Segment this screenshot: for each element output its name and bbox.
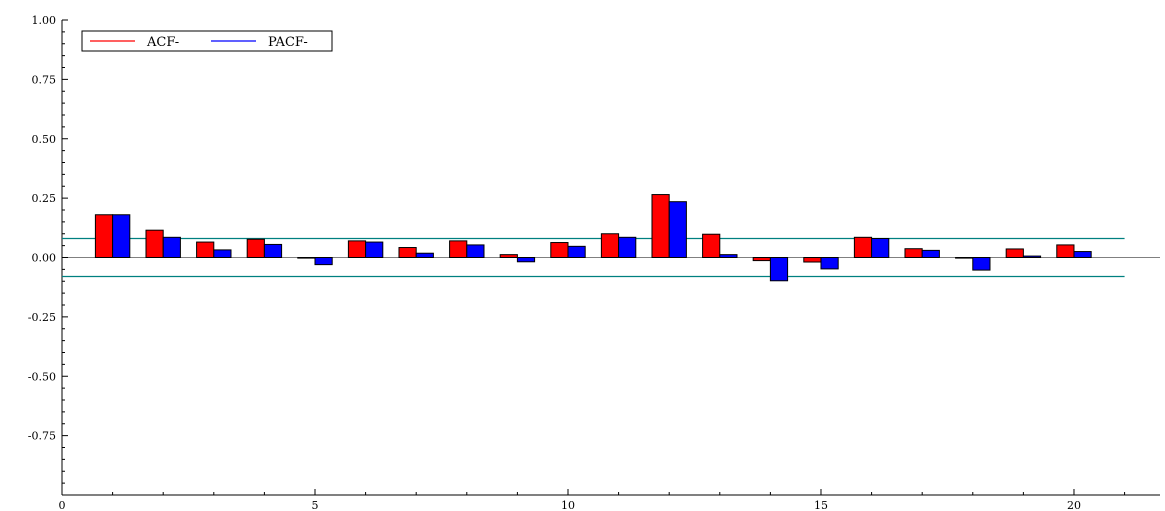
confidence-bands [62, 237, 1125, 278]
acf-bar-lag-4 [246, 238, 265, 258]
acf-bar-lag-6 [347, 240, 367, 258]
pacf-bar-lag-17 [921, 249, 940, 258]
pacf-bar-lag-18 [972, 257, 991, 271]
acf-bar-lag-15 [803, 257, 822, 263]
legend-label-acf: ACF- [146, 35, 179, 50]
y-tick-label: 1.00 [32, 14, 57, 27]
acf-bar-lag-13 [702, 233, 721, 259]
acf-bar-lag-8 [449, 240, 468, 258]
acf-bar-lag-16 [853, 236, 873, 258]
acf-bar-lag-7 [398, 247, 417, 258]
x-tick-label: 10 [561, 499, 575, 511]
pacf-bar-lag-14 [769, 257, 789, 282]
pacf-bar-lag-9 [516, 257, 536, 263]
y-tick-label: 0.75 [32, 73, 57, 86]
acf-bar-lag-1 [94, 214, 114, 258]
pacf-bar-lag-19 [1022, 255, 1042, 259]
pacf-bar-lag-12 [668, 201, 687, 258]
y-tick-label: -0.75 [28, 430, 56, 443]
y-tick-label: -0.25 [28, 311, 56, 324]
y-ticks: 1.00 0.75 0.50 0.25 0.00 -0.25 -0.50 -0.75 [28, 14, 68, 496]
x-tick-label: 20 [1067, 499, 1081, 511]
acf-bar-lag-11 [600, 233, 620, 258]
y-tick-label: -0.50 [28, 370, 56, 383]
acf-bar-lag-17 [904, 248, 923, 258]
legend-label-pacf: PACF- [268, 35, 308, 50]
acf-bar-lag-19 [1005, 248, 1024, 258]
x-tick-label: 5 [311, 499, 318, 511]
pacf-bar-lag-20 [1073, 251, 1092, 258]
acf-bar-lag-2 [145, 229, 164, 258]
y-tick-label: 0.25 [32, 192, 57, 205]
x-ticks: 0 5 10 15 20 [59, 489, 1126, 511]
pacf-bar-lag-2 [162, 236, 181, 258]
acf-bar-lag-9 [499, 254, 518, 258]
x-tick-label: 0 [59, 499, 66, 511]
pacf-bar-lag-15 [820, 257, 839, 270]
acf-bar-lag-12 [651, 194, 670, 258]
acf-bar-lag-5 [297, 257, 316, 259]
legend: ACF- PACF- [81, 30, 333, 52]
pacf-bar-lag-11 [618, 236, 637, 258]
y-tick-label: 0.50 [32, 133, 57, 146]
acf-bar-lag-18 [955, 257, 974, 259]
x-tick-label: 15 [814, 499, 828, 511]
pacf-bar-lag-6 [365, 241, 384, 258]
pacf-bar-lag-3 [213, 249, 232, 258]
acf-bar-lag-14 [752, 257, 771, 262]
pacf-bar-lag-10 [567, 245, 586, 258]
pacf-bar-lag-4 [263, 243, 283, 258]
y-tick-label: 0.00 [32, 252, 57, 265]
acf-bar-lag-3 [196, 241, 215, 258]
legend-box [81, 30, 333, 52]
acf-bar-lag-20 [1056, 244, 1075, 259]
pacf-bar-lag-7 [415, 252, 434, 259]
pacf-bar-lag-1 [112, 214, 131, 258]
pacf-bar-lag-8 [466, 244, 485, 259]
pacf-bar-lag-16 [871, 238, 890, 258]
bars [94, 194, 1092, 282]
pacf-bar-lag-13 [719, 254, 738, 258]
acf-bar-lag-10 [550, 242, 569, 259]
pacf-bar-lag-5 [314, 257, 333, 266]
